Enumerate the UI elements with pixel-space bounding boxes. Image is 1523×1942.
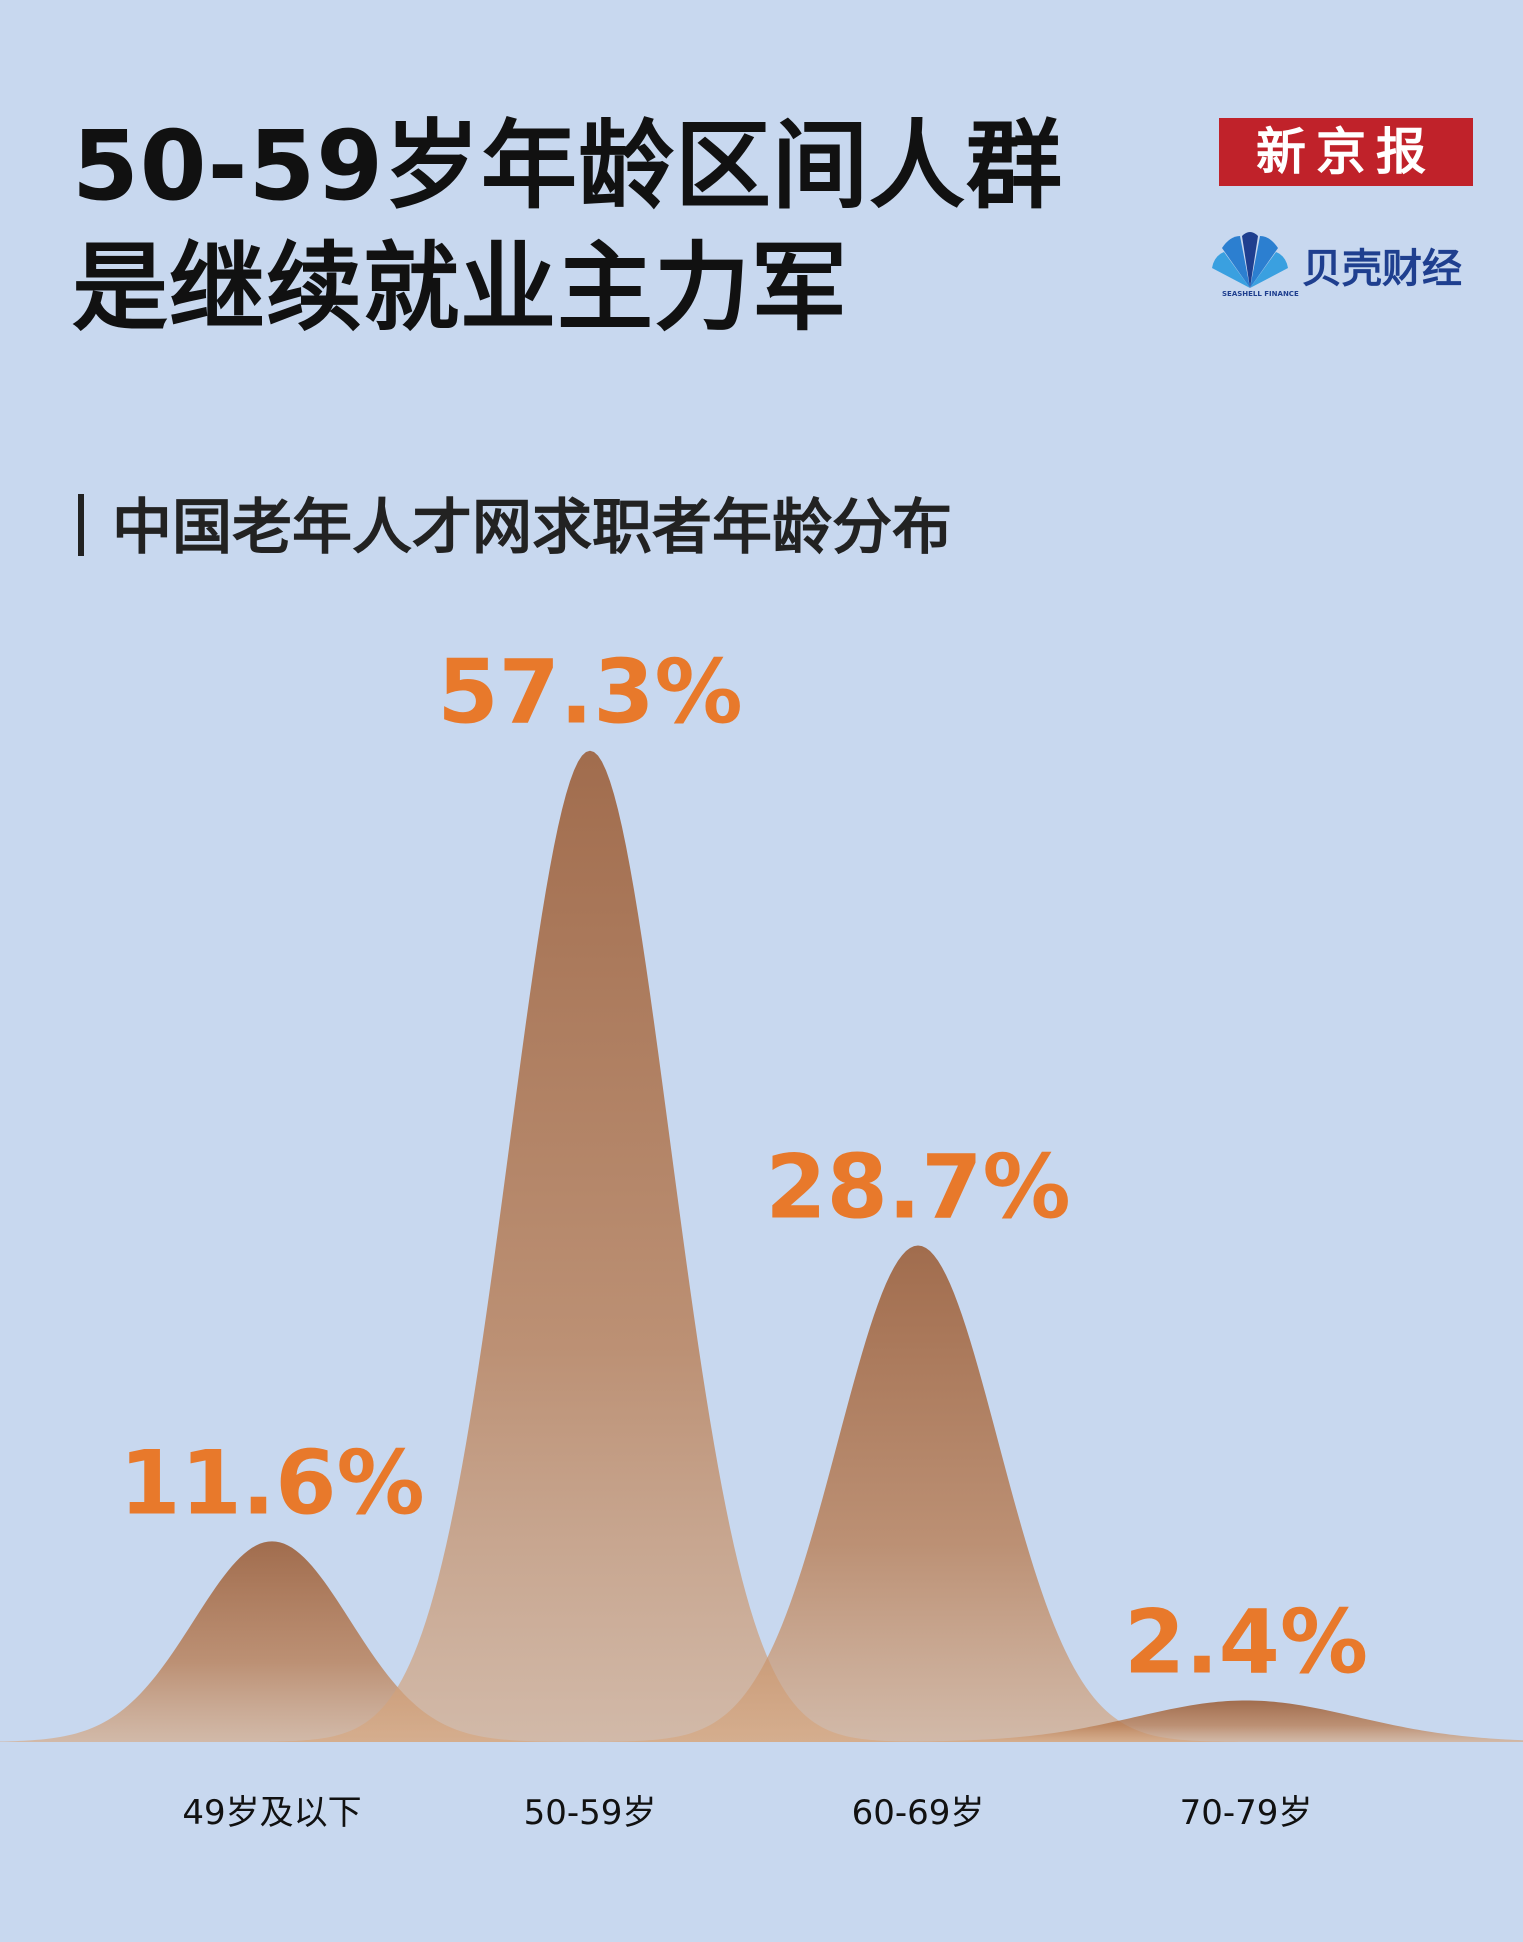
data-label: 57.3% <box>437 641 742 744</box>
seashell-icon <box>1212 232 1288 288</box>
data-label: 11.6% <box>119 1431 424 1534</box>
bell-3 <box>806 1700 1523 1742</box>
data-label: 28.7% <box>765 1135 1070 1238</box>
x-tick-label: 60-69岁 <box>852 1793 985 1833</box>
title-bar <box>78 494 84 556</box>
x-tick-label: 70-79岁 <box>1180 1793 1313 1833</box>
x-tick-label: 50-59岁 <box>524 1793 657 1833</box>
chart-title: 中国老年人才网求职者年龄分布 <box>78 492 952 564</box>
page-title: 50-59岁年龄区间人群 是继续就业主力军 <box>72 105 1063 349</box>
bell-1 <box>270 750 910 1742</box>
title-line-2: 是继续就业主力军 <box>72 232 848 344</box>
chart-title-text: 中国老年人才网求职者年龄分布 <box>112 493 952 563</box>
seashell-name: 贝壳财经 <box>1302 246 1462 292</box>
newspaper-logo: 新京报 <box>1219 118 1473 186</box>
bell-0 <box>0 1541 584 1742</box>
seashell-finance-logo: 贝壳财经 SEASHELL FINANCE <box>1208 228 1488 300</box>
seashell-en: SEASHELL FINANCE <box>1222 290 1299 298</box>
data-label: 2.4% <box>1124 1590 1368 1693</box>
title-line-1: 50-59岁年龄区间人群 <box>72 110 1064 222</box>
x-tick-label: 49岁及以下 <box>182 1793 361 1833</box>
bell-2 <box>598 1245 1238 1742</box>
